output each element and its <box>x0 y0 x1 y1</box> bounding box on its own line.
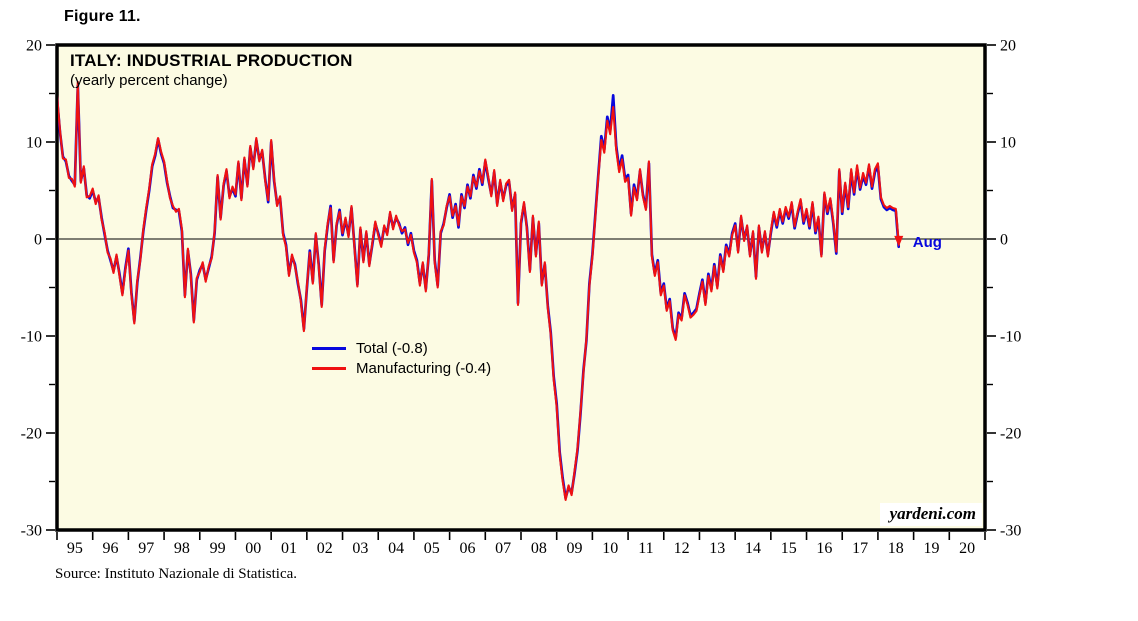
y-axis-label-right: 10 <box>1000 135 1016 152</box>
x-axis-label: 00 <box>245 540 261 557</box>
y-axis-label-right: -30 <box>1000 523 1021 540</box>
x-axis-label: 04 <box>388 540 404 557</box>
x-axis-label: 05 <box>424 540 440 557</box>
x-axis-label: 18 <box>888 540 904 557</box>
y-axis-label-left: -10 <box>21 329 42 346</box>
x-axis-label: 09 <box>567 540 583 557</box>
latest-point-annotation: Aug <box>912 233 942 251</box>
end-arrow-icon <box>894 235 904 247</box>
plot-area <box>55 43 987 532</box>
legend-item-manufacturing: Manufacturing (-0.4) <box>312 358 491 378</box>
y-axis-label-left: 20 <box>26 38 42 55</box>
x-axis-label: 02 <box>317 540 333 557</box>
x-axis-label: 95 <box>67 540 83 557</box>
x-axis-label: 11 <box>638 540 653 557</box>
legend: Total (-0.8) Manufacturing (-0.4) <box>312 338 491 378</box>
x-axis-label: 99 <box>210 540 226 557</box>
x-axis-label: 98 <box>174 540 190 557</box>
x-axis-label: 15 <box>781 540 797 557</box>
legend-label-total: Total (-0.8) <box>356 339 428 357</box>
source-note: Source: Instituto Nazionale di Statistic… <box>55 566 298 582</box>
legend-label-manufacturing: Manufacturing (-0.4) <box>356 359 492 377</box>
x-axis-label: 06 <box>459 540 475 557</box>
y-axis-label-left: 0 <box>34 232 42 249</box>
chart-title: ITALY: INDUSTRIAL PRODUCTION <box>70 51 353 70</box>
total-line-swatch <box>312 346 346 350</box>
legend-item-total: Total (-0.8) <box>312 338 491 358</box>
y-axis-label-right: 0 <box>1000 232 1008 249</box>
watermark: yardeni.com <box>879 503 982 526</box>
x-axis-label: 03 <box>352 540 368 557</box>
x-axis-label: 20 <box>959 540 975 557</box>
x-axis-label: 01 <box>281 540 297 557</box>
y-axis-label-right: -20 <box>1000 426 1021 443</box>
x-axis-label: 96 <box>103 540 119 557</box>
figure-label: Figure 11. <box>64 8 141 25</box>
y-axis-label-left: -20 <box>21 426 42 443</box>
manufacturing-line-swatch <box>312 366 346 370</box>
x-axis-label: 08 <box>531 540 547 557</box>
chart-subtitle: (yearly percent change) <box>70 72 228 89</box>
x-axis-label: 16 <box>816 540 832 557</box>
x-axis-label: 10 <box>602 540 618 557</box>
x-axis-label: 14 <box>745 540 761 557</box>
x-axis-label: 17 <box>852 540 868 557</box>
x-axis-label: 19 <box>923 540 939 557</box>
y-axis-label-right: 20 <box>1000 38 1016 55</box>
chart-title-block: ITALY: INDUSTRIAL PRODUCTION (yearly per… <box>70 51 353 89</box>
x-axis-label: 97 <box>138 540 154 557</box>
y-axis-label-right: -10 <box>1000 329 1021 346</box>
x-axis-label: 07 <box>495 540 511 557</box>
x-axis-label: 12 <box>674 540 690 557</box>
x-axis-label: 13 <box>709 540 725 557</box>
y-axis-label-left: -30 <box>21 523 42 540</box>
manufacturing-series-line <box>58 80 900 501</box>
y-axis-label-left: 10 <box>26 135 42 152</box>
